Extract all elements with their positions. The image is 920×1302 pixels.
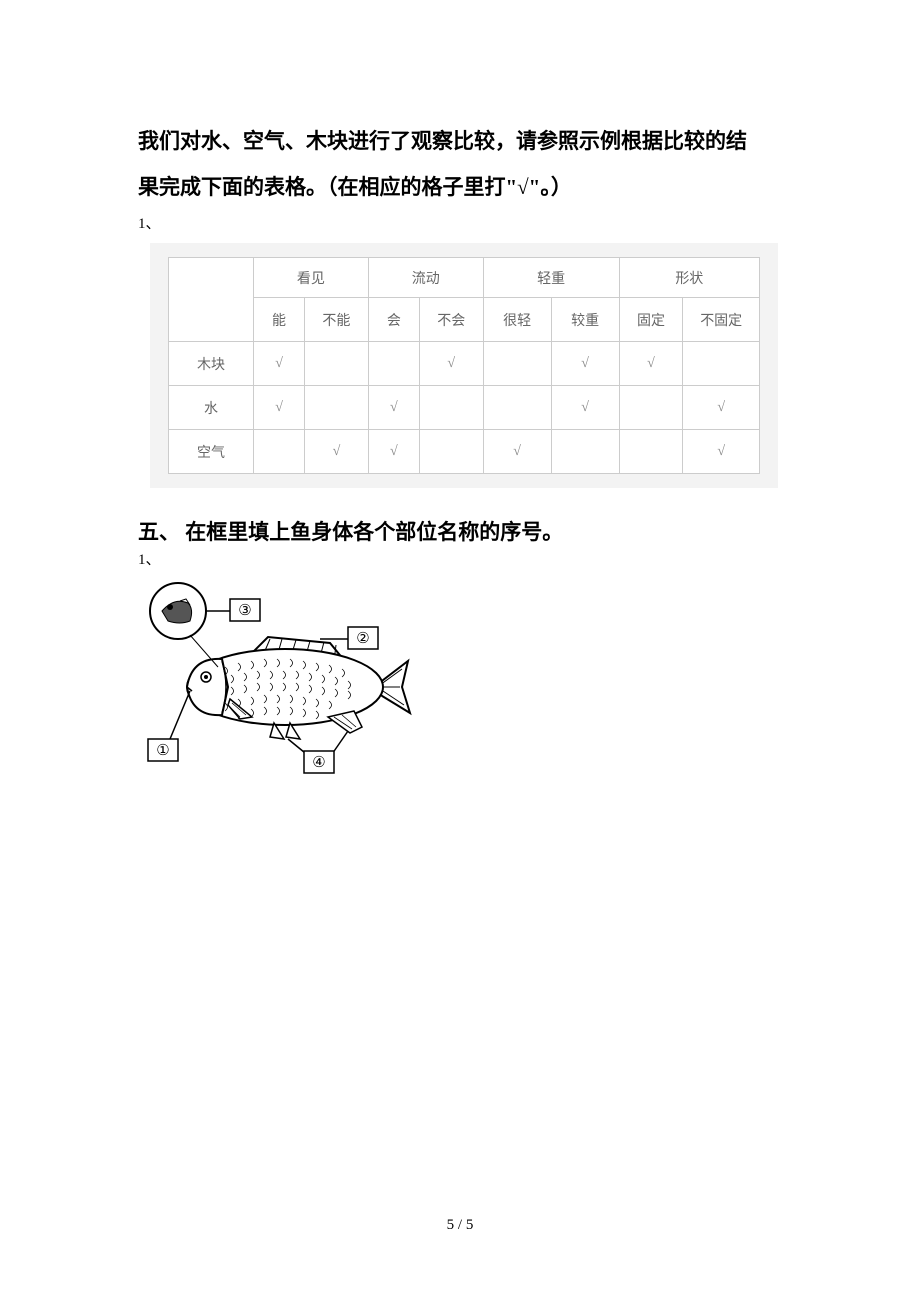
row-label-0: 木块 [169,342,254,386]
cell-0-2 [368,342,419,386]
page-number: 5 / 5 [0,1217,920,1234]
cell-0-7 [683,342,760,386]
subheader-4: 很轻 [483,298,551,342]
subheader-7: 不固定 [683,298,760,342]
label-1-text: ① [156,743,169,759]
label-4-text: ④ [312,755,325,771]
cell-1-2: √ [368,386,419,430]
cell-1-3 [419,386,483,430]
cell-0-1 [305,342,369,386]
header-group-0: 看见 [254,258,369,298]
item-number-1: 1、 [138,212,782,233]
cell-0-5: √ [551,342,619,386]
fish-head [187,659,228,715]
instruction-line-1: 我们对水、空气、木块进行了观察比较，请参照示例根据比较的结 [138,129,747,153]
table-row: 空气 √ √ √ √ [169,430,760,474]
cell-0-3: √ [419,342,483,386]
header-group-3: 形状 [619,258,759,298]
item-number-2: 1、 [138,548,782,569]
cell-2-4: √ [483,430,551,474]
fish-pupil [204,675,208,679]
cell-1-5: √ [551,386,619,430]
cell-1-4 [483,386,551,430]
cell-2-6 [619,430,683,474]
header-group-2: 轻重 [483,258,619,298]
subheader-2: 会 [368,298,419,342]
label-2-text: ② [356,631,369,647]
table-corner-cell [169,258,254,342]
table-row: 水 √ √ √ √ [169,386,760,430]
cell-2-5 [551,430,619,474]
cell-2-0 [254,430,305,474]
cell-2-3 [419,430,483,474]
subheader-1: 不能 [305,298,369,342]
fish-body-group [187,637,410,739]
table-row: 木块 √ √ √ √ [169,342,760,386]
instruction-line-2: 果完成下面的表格。（在相应的格子里打"√"。） [138,175,572,199]
cell-1-6 [619,386,683,430]
header-group-1: 流动 [368,258,483,298]
cell-1-0: √ [254,386,305,430]
table-header-row: 看见 流动 轻重 形状 [169,258,760,298]
subheader-5: 较重 [551,298,619,342]
cell-2-7: √ [683,430,760,474]
cell-0-4 [483,342,551,386]
cell-0-6: √ [619,342,683,386]
comparison-table-wrapper: 看见 流动 轻重 形状 能 不能 会 不会 很轻 较重 固定 不固定 木块 √ … [150,243,778,488]
gill-eye [167,604,173,610]
row-label-1: 水 [169,386,254,430]
cell-2-1: √ [305,430,369,474]
instruction-text: 我们对水、空气、木块进行了观察比较，请参照示例根据比较的结 果完成下面的表格。（… [138,118,782,210]
comparison-table: 看见 流动 轻重 形状 能 不能 会 不会 很轻 较重 固定 不固定 木块 √ … [168,257,760,474]
fish-svg: ③ [130,579,420,779]
row-label-2: 空气 [169,430,254,474]
cell-1-1 [305,386,369,430]
subheader-3: 不会 [419,298,483,342]
subheader-0: 能 [254,298,305,342]
fish-diagram: ③ [130,579,782,784]
section-5-title: 五、 在框里填上鱼身体各个部位名称的序号。 [138,516,782,546]
subheader-6: 固定 [619,298,683,342]
cell-0-0: √ [254,342,305,386]
label-3-text: ③ [238,603,251,619]
table-subheader-row: 能 不能 会 不会 很轻 较重 固定 不固定 [169,298,760,342]
leader-line-1 [170,691,190,739]
cell-1-7: √ [683,386,760,430]
cell-2-2: √ [368,430,419,474]
